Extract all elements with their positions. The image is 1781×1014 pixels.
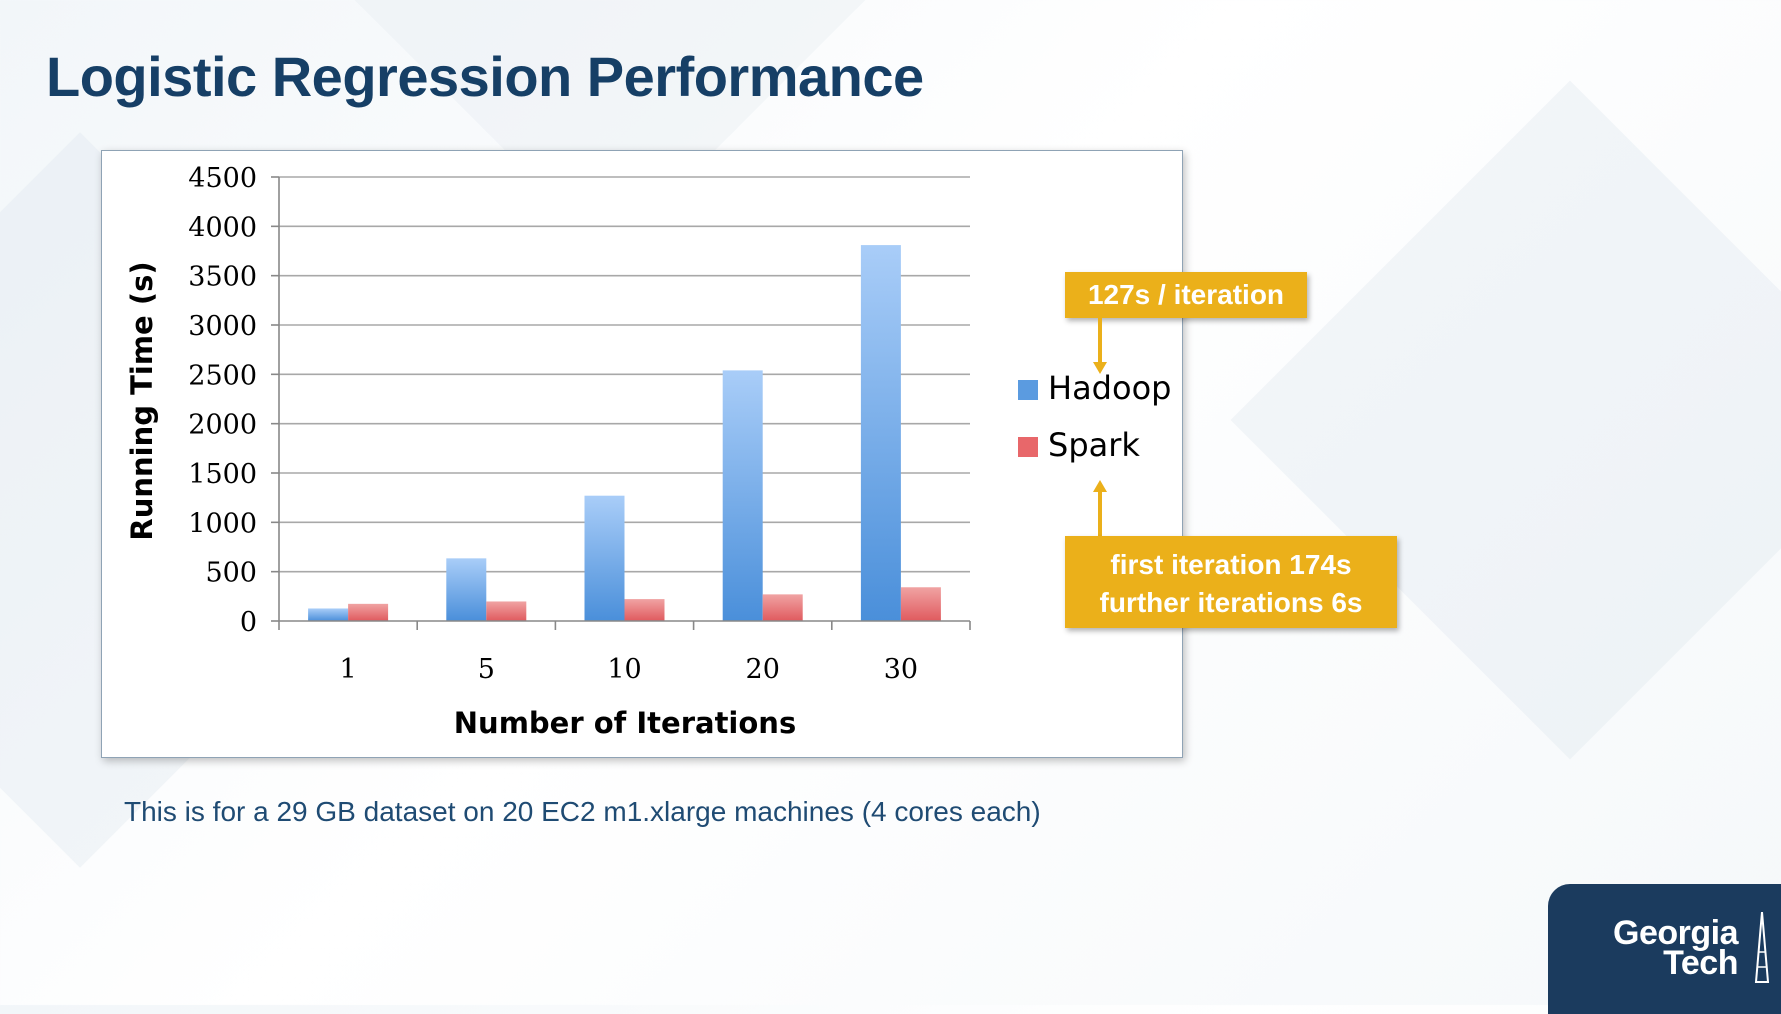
- tower-icon: [1754, 912, 1770, 983]
- hadoop-callout: 127s / iteration: [1065, 272, 1307, 318]
- x-tick-label: 10: [607, 654, 641, 685]
- hadoop-bar: [446, 558, 487, 621]
- spark-legend-swatch: [1018, 437, 1038, 457]
- y-tick-label: 1000: [188, 508, 257, 539]
- x-tick-label: 30: [884, 654, 918, 685]
- hadoop-callout-text: 127s / iteration: [1087, 279, 1285, 310]
- hadoop-legend-label: Hadoop: [1048, 369, 1171, 407]
- logo-text: Georgia Tech: [1613, 914, 1738, 982]
- y-axis-label: Running Time (s): [125, 261, 159, 540]
- y-tick-label: 4500: [188, 163, 257, 194]
- logo-line1: Georgia: [1613, 914, 1738, 952]
- x-axis-label: Number of Iterations: [454, 706, 796, 740]
- y-tick-label: 1500: [188, 459, 257, 490]
- y-tick-label: 3000: [188, 311, 257, 342]
- y-tick-label: 2500: [188, 360, 257, 391]
- georgia-tech-logo: Georgia Tech: [1548, 884, 1781, 1014]
- page-title: Logistic Regression Performance: [46, 45, 924, 108]
- hadoop-callout-arrow: [1093, 318, 1107, 374]
- spark-callout-arrow: [1093, 480, 1107, 536]
- spark-callout: first iteration 174s further iterations …: [1065, 536, 1397, 628]
- x-tick-label: 1: [340, 654, 357, 685]
- y-tick-label: 0: [240, 607, 257, 638]
- hadoop-legend-swatch: [1018, 380, 1038, 400]
- footnote: This is for a 29 GB dataset on 20 EC2 m1…: [124, 796, 1041, 827]
- y-tick-label: 500: [205, 558, 257, 589]
- background-shape: [1230, 80, 1781, 760]
- hadoop-bar: [860, 245, 901, 621]
- y-tick-label: 3500: [188, 262, 257, 293]
- spark-callout-line1: first iteration 174s: [1110, 549, 1352, 580]
- hadoop-bar: [722, 370, 763, 621]
- spark-bar: [624, 599, 665, 621]
- spark-bar: [762, 594, 803, 621]
- chart-panel: 0 500 1000 1500 2000 2500 3000 3500 4000 4500 1 5 10…: [101, 150, 1183, 758]
- bar-chart: 0 500 1000 1500 2000 2500 3000 3500 4000 4500 1 5 10…: [125, 163, 1171, 740]
- spark-bar: [486, 601, 527, 621]
- spark-callout-line2: further iterations 6s: [1099, 587, 1363, 618]
- x-tick-label: 20: [746, 654, 780, 685]
- y-tick-label: 2000: [188, 410, 257, 441]
- x-tick-label: 5: [478, 654, 495, 685]
- spark-legend-label: Spark: [1048, 426, 1140, 464]
- hadoop-bar: [308, 608, 349, 621]
- logo-line2: Tech: [1663, 944, 1738, 982]
- spark-bar: [900, 587, 941, 621]
- hadoop-bar: [584, 495, 625, 621]
- y-tick-label: 4000: [188, 212, 257, 243]
- spark-bar: [348, 603, 389, 621]
